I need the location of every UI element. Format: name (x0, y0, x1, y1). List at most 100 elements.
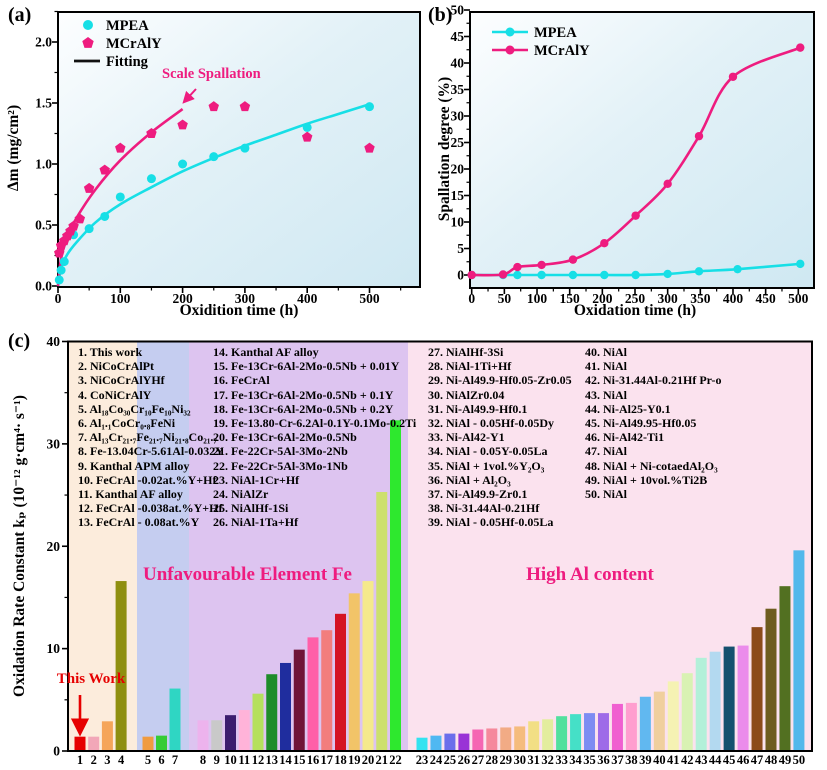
bar-14 (280, 662, 291, 751)
tick-label: 0 (53, 744, 60, 759)
tick-label: 28 (486, 753, 499, 767)
alloy-item-46: 46. Ni-Al42-Ti1 (585, 430, 665, 445)
pentagon-marker (146, 128, 157, 138)
data-point (467, 270, 476, 280)
scale-spallation-arrow (182, 88, 197, 104)
data-point (796, 43, 805, 52)
tick-label: 40 (653, 753, 666, 767)
bar-32 (542, 719, 554, 751)
pentagon-marker (208, 101, 219, 112)
alloy-item-14: 14. Kanthal AF alloy (213, 345, 319, 359)
series-mcraly (54, 101, 375, 258)
bar-16 (307, 637, 319, 751)
alloy-item-48: 48. NiAl + Ni-cotaedAl₂O₃ (585, 458, 718, 473)
panel-b-y-axis-title: Spallation degree (%) (436, 76, 453, 222)
tick-label: 30 (47, 436, 61, 451)
alloy-item-44: 44. Ni-Al25-Y0.1 (585, 401, 671, 416)
alloy-item-41: 41. NiAl (585, 359, 627, 374)
pentagon-marker (301, 131, 313, 142)
bar-38 (625, 702, 637, 751)
data-point (513, 270, 522, 280)
tick-label: 10 (224, 753, 237, 767)
region-title-unfavourable-fe: Unfavourable Element Fe (143, 564, 352, 585)
tick-label: 24 (430, 753, 443, 767)
tick-label: 6 (158, 753, 164, 767)
tick-label: 10 (47, 641, 61, 656)
alloy-item-47: 47. NiAl (585, 444, 627, 459)
alloy-item-9: 9. Kanthal APM alloy (78, 458, 190, 473)
data-point (600, 270, 609, 280)
bar-34 (570, 714, 582, 751)
tick-label: 16 (307, 753, 320, 767)
tick-label: 2.0 (35, 35, 52, 50)
bar-15 (293, 649, 305, 751)
pentagon-marker (99, 164, 110, 175)
tick-label: 100 (110, 291, 131, 306)
bar-9 (211, 720, 223, 751)
tick-label: 20 (362, 753, 375, 767)
data-point (498, 270, 508, 279)
bar-33 (556, 716, 568, 751)
tick-label: 11 (238, 753, 250, 767)
panel-a-y-axis-title: Δm (mg/cm²) (5, 104, 22, 192)
tick-label: 50 (498, 291, 512, 306)
tick-label: 50 (793, 753, 806, 767)
data-point (537, 260, 546, 270)
pentagon-marker (74, 213, 86, 224)
tick-label: 23 (416, 753, 429, 767)
alloy-item-21: 21. Fe-22Cr-5Al-3Mo-2Nb (213, 444, 348, 459)
tick-label: 250 (625, 291, 646, 306)
tick-label: 0.5 (35, 218, 52, 233)
alloy-item-11: 11. Kanthal AF alloy (78, 487, 183, 502)
bar-36 (597, 713, 609, 751)
alloy-item-38: 38. Ni-31.44Al-0.21Hf (428, 501, 540, 516)
panel-a-x-axis-title: Oxidition time (h) (179, 302, 299, 319)
pentagon-marker (68, 220, 79, 231)
bar-22 (390, 420, 401, 751)
bar-47 (751, 627, 763, 751)
tick-label: 25 (451, 135, 465, 150)
alloy-item-10: 10. FeCrAl -0.02at.%Y+Hf (78, 472, 217, 487)
tick-label: 36 (597, 753, 610, 767)
data-point (54, 275, 64, 285)
tick-label: 0.0 (35, 279, 52, 294)
tick-label: 0 (55, 291, 62, 306)
bar-7 (169, 688, 181, 751)
bar-1 (74, 736, 86, 751)
tick-label: 15 (451, 188, 465, 203)
tick-label: 9 (214, 753, 220, 767)
tick-label: 10 (451, 215, 465, 230)
bar-12 (252, 693, 264, 751)
panel-a-chart: 0 100 200 300 400 500 0.0 0.5 1.0 1.5 2.0 MPEA MCrAl… (35, 10, 421, 306)
tick-label: 41 (667, 753, 680, 767)
tick-label: 22 (389, 753, 402, 767)
data-point (302, 122, 312, 132)
tick-label: 20 (47, 539, 61, 554)
data-point (600, 239, 609, 248)
tick-label: 48 (765, 753, 778, 767)
this-work-annotation: This Work (56, 671, 126, 687)
bar-40 (653, 691, 665, 751)
alloy-list-column-2: 14. Kanthal AF alloy 15. Fe-13Cr-6Al-2Mo-… (213, 345, 416, 530)
tick-label: MPEA (106, 18, 149, 34)
alloy-item-19: 19. Fe-13.80-Cr-6.2Al-0.1Y-0.1Mo-0.2Ti (213, 416, 417, 431)
region-title-high-al: High Al content (526, 564, 654, 585)
alloy-item-2: 2. NiCoCrAlPt (78, 359, 154, 374)
tick-label: 1 (77, 753, 83, 767)
tick-label: 37 (611, 753, 624, 767)
alloy-item-50: 50. NiAl (585, 487, 627, 502)
pentagon-marker (177, 119, 188, 130)
alloy-item-39: 39. NiAl - 0.05Hf-0.05La (428, 515, 554, 530)
tick-label: 3 (104, 753, 110, 767)
bar-11 (238, 710, 250, 751)
data-point (240, 143, 250, 153)
tick-label: MCrAlY (106, 36, 162, 52)
tick-label: 200 (592, 291, 613, 306)
alloy-item-36: 36. NiAl + Al₂O₃ (428, 472, 511, 487)
alloy-item-23: 23. NiAl-1Cr+Hf (213, 472, 300, 487)
bar-26 (458, 733, 470, 751)
bar-44 (709, 651, 721, 751)
